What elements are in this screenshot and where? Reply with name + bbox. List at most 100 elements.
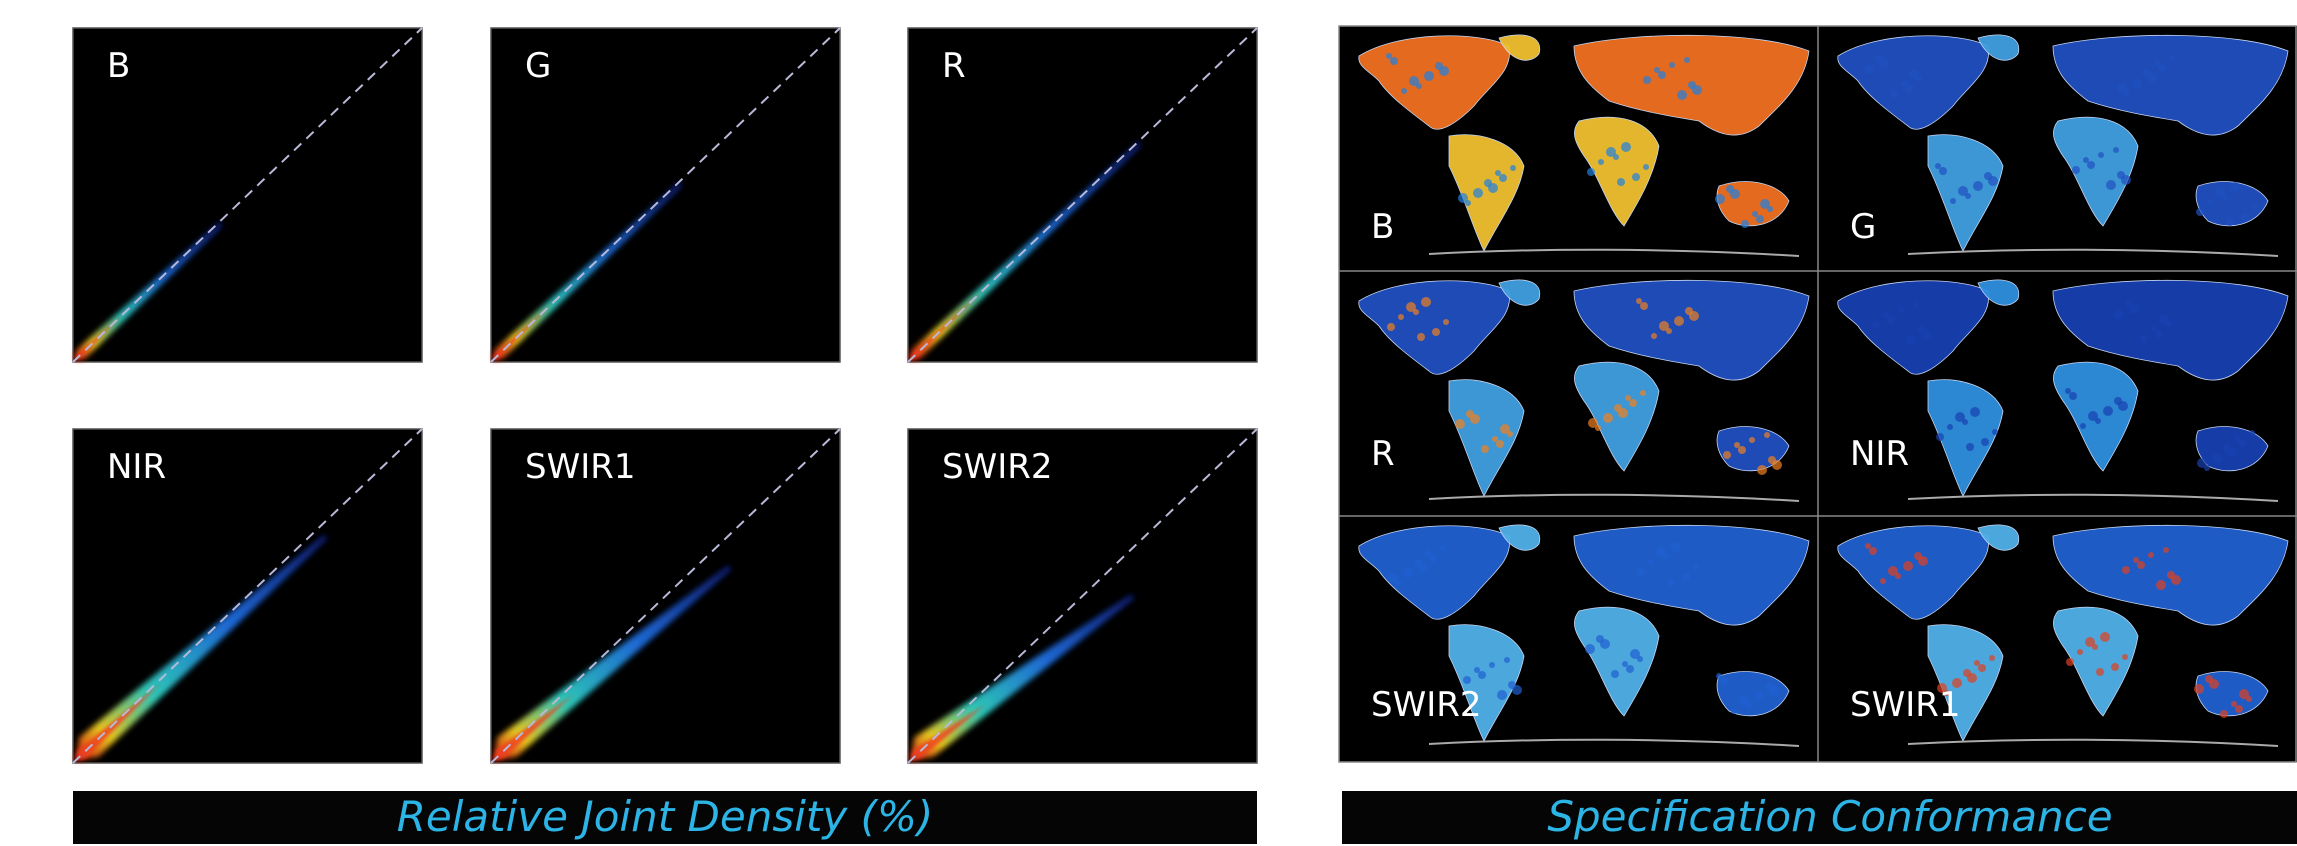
map-speck [1481, 445, 1489, 453]
map-speck [1865, 543, 1871, 549]
map-speck [2111, 663, 2119, 671]
map-speck [1973, 181, 1983, 191]
map-speck [1432, 328, 1440, 336]
map-speck [1905, 85, 1913, 93]
caption: Specification Conformance [1547, 792, 2112, 841]
map-speck [1507, 431, 1513, 437]
map-speck [1496, 440, 1504, 448]
map-speck [1918, 556, 1928, 566]
map-speck [1741, 220, 1749, 228]
map-speck [1658, 71, 1666, 79]
map-speck [2207, 199, 2213, 205]
map-speck [1947, 424, 1953, 430]
map-speck [1611, 670, 1619, 678]
map-speck [1950, 198, 1956, 204]
map-speck [1636, 298, 1642, 304]
map-speck [2069, 392, 2077, 400]
map-speck [1387, 323, 1395, 331]
map-speck [1988, 176, 1998, 186]
map-speck [1669, 62, 1675, 68]
map-speck [1488, 183, 1498, 193]
map-speck [2235, 705, 2243, 713]
map-speck [2194, 684, 2204, 694]
map-speck [2147, 73, 2157, 83]
map-speck [1671, 542, 1681, 552]
map-speck [1731, 708, 1737, 714]
map-speck [1621, 142, 1631, 152]
map-speck [2133, 557, 2139, 563]
map-speck [1895, 573, 1901, 579]
map-speck [2227, 448, 2237, 458]
map-speck [2122, 654, 2128, 660]
map-speck [2169, 55, 2175, 61]
map-speck [1510, 165, 1516, 171]
map-speck [1637, 568, 1645, 576]
map-speck [1465, 200, 1471, 206]
map-speck [2163, 547, 2169, 553]
map-speck [1603, 413, 1613, 423]
map-speck [1981, 438, 1989, 446]
map-speck [1754, 691, 1764, 701]
map-speck [2080, 423, 2086, 429]
map-speck [1757, 465, 1767, 475]
map-speck [1921, 330, 1931, 340]
map-speck [2096, 668, 2104, 676]
map-speck [1625, 395, 1631, 401]
map-speck [2231, 701, 2237, 707]
map-speck [1425, 550, 1431, 556]
map-speck [1622, 661, 1628, 667]
map-speck [1684, 57, 1690, 63]
map-speck [1403, 568, 1413, 578]
map-speck [2095, 418, 2101, 424]
map-speck [2204, 465, 2210, 471]
map-speck [2151, 326, 2157, 332]
map-speck [2166, 321, 2172, 327]
map-speck [1715, 194, 1725, 204]
map-speck [2106, 180, 2116, 190]
map-speck [2209, 679, 2219, 689]
map-speck [1939, 167, 1947, 175]
map-speck [1637, 656, 1643, 662]
density-panel: R [908, 28, 1257, 362]
map-speck [2065, 388, 2071, 394]
map-speck [1470, 414, 1480, 424]
map-speck [1992, 429, 1998, 435]
map-speck [2230, 182, 2240, 192]
map-speck [2226, 218, 2234, 226]
map-speck [1417, 333, 1425, 341]
panel-label: B [107, 46, 130, 86]
map-speck [2114, 309, 2124, 319]
map-speck [2121, 175, 2131, 185]
map-speck [1967, 673, 1977, 683]
map-speck [1440, 545, 1446, 551]
map-speck [1880, 578, 1886, 584]
map-speck [1716, 673, 1722, 679]
map-speck [2156, 580, 2166, 590]
map-speck [1585, 644, 1595, 654]
map-speck [1497, 690, 1507, 700]
map-speck [2100, 632, 2110, 642]
map-speck [2124, 90, 2130, 96]
map-speck [1756, 215, 1764, 223]
map-speck [1883, 312, 1889, 318]
map-speck [1473, 188, 1483, 198]
map-speck [1443, 319, 1449, 325]
panel-label: SWIR2 [942, 447, 1052, 487]
map-speck [1772, 460, 1782, 470]
panel-label: R [1371, 434, 1395, 474]
map-speck [1723, 451, 1731, 459]
map-speck [1598, 159, 1604, 165]
map-speck [1595, 425, 1601, 431]
map-speck [1978, 664, 1986, 672]
map-speck [2103, 406, 2113, 416]
map-speck [2140, 335, 2148, 343]
map-speck [1386, 53, 1392, 59]
map-speck [1489, 662, 1495, 668]
map-speck [1439, 66, 1449, 76]
map-speck [1651, 333, 1657, 339]
map-speck [1654, 67, 1660, 73]
map-speck [1418, 563, 1428, 573]
map-speck [1872, 321, 1880, 329]
map-speck [1970, 407, 1980, 417]
map-speck [1617, 178, 1625, 186]
